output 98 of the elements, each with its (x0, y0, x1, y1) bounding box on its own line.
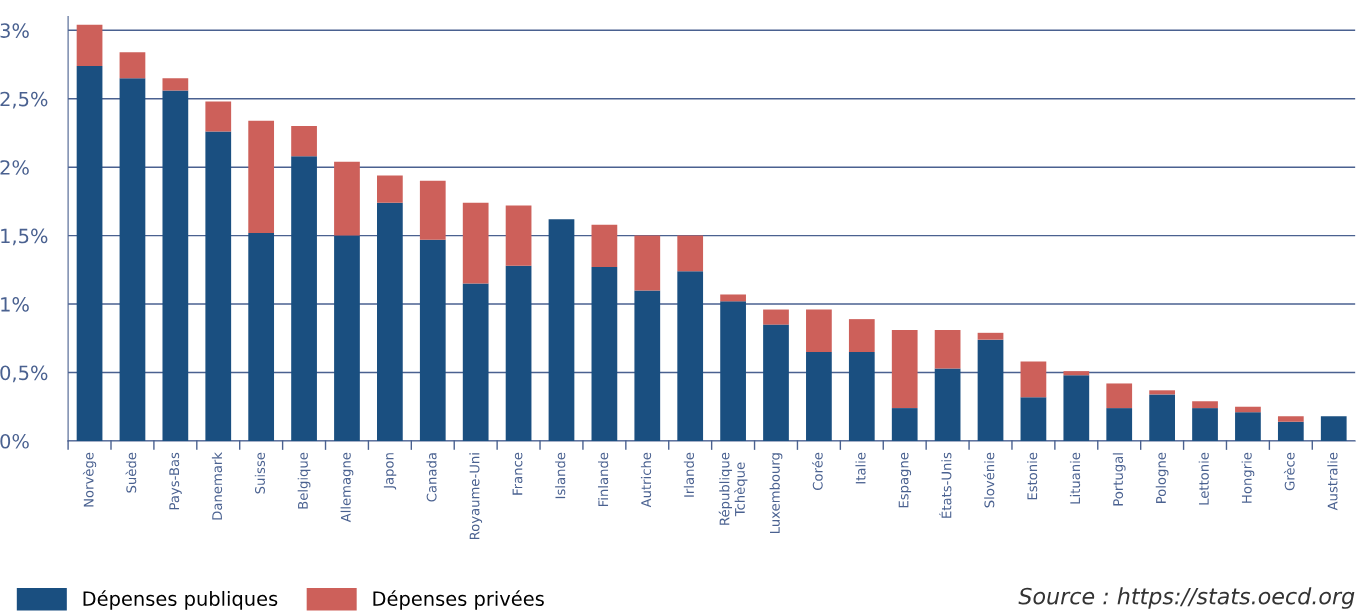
bar (1063, 371, 1090, 376)
bar (205, 101, 232, 132)
y-tick-label: 1% (1, 297, 29, 312)
bar (334, 235, 360, 441)
x-tick-label: Autriche (640, 452, 652, 508)
bar (1149, 390, 1175, 395)
bar (1277, 421, 1304, 441)
bar (1020, 361, 1047, 398)
source-note: Source : https://stats.oecd.org (1018, 587, 1355, 609)
bar (1235, 406, 1261, 413)
bar (891, 408, 918, 441)
y-tick-label: 0% (0, 433, 29, 449)
bar (634, 235, 661, 291)
bar (462, 283, 489, 441)
x-tick-label: Espagne (898, 452, 912, 508)
bar (419, 180, 446, 240)
bar (763, 324, 789, 441)
x-tick-label: Pologne (1155, 452, 1169, 503)
bar (1320, 416, 1347, 441)
bar (806, 309, 832, 352)
bar (1106, 408, 1133, 441)
x-tick-label: Royaume-Uni (469, 453, 483, 540)
bar (419, 239, 446, 441)
bar (377, 202, 403, 441)
bar (677, 271, 704, 441)
bar (119, 52, 146, 79)
bar (248, 120, 275, 233)
bar (119, 78, 146, 441)
x-tick-label: Slovénie (983, 452, 995, 508)
x-tick-label: Luxembourg (769, 453, 783, 533)
x-tick-label: Japon (383, 453, 397, 490)
x-tick-label: Pays-Bas (169, 452, 182, 510)
y-tick-label: 0,5% (0, 365, 48, 383)
bar (720, 294, 746, 302)
bar (377, 175, 403, 203)
x-tick-label: République Tchèque (718, 452, 748, 525)
x-tick-label: Portugal (1112, 453, 1126, 506)
bar (1277, 416, 1304, 422)
x-tick-label: Lettonie (1198, 452, 1209, 505)
bar (248, 232, 275, 441)
legend-label: Dépenses privées (373, 590, 544, 610)
bar (977, 339, 1004, 441)
x-tick-label: États-Unis (939, 452, 952, 518)
bar (848, 319, 875, 352)
bar (1020, 397, 1047, 441)
bar (763, 309, 789, 325)
bar (891, 330, 918, 409)
bar (934, 368, 961, 441)
bar (505, 265, 532, 441)
bar (291, 126, 317, 157)
bar (677, 235, 704, 272)
bar (848, 351, 875, 441)
x-tick-label: Italie (855, 452, 866, 484)
x-tick-label: Corée (811, 452, 823, 490)
bar (934, 330, 961, 369)
bar (462, 202, 489, 284)
x-tick-label: France (512, 452, 523, 495)
x-tick-label: Finlande (598, 452, 609, 507)
y-tick-label: 2% (0, 160, 29, 175)
x-tick-label: Danemark (211, 452, 223, 520)
bar (162, 78, 189, 91)
bar (505, 205, 532, 266)
y-tick-label: 2,5% (0, 91, 48, 109)
legend-label: Dépenses publiques (83, 590, 278, 610)
x-tick-label: Allemagne (340, 452, 354, 523)
x-tick-label: Suède (125, 452, 137, 493)
x-tick-label: Lituanie (1069, 452, 1081, 504)
bar (1063, 375, 1090, 441)
x-tick-label: Belgique (297, 452, 311, 509)
y-tick-label: 1,5% (1, 228, 48, 246)
bar (334, 161, 360, 236)
bar (1106, 383, 1133, 409)
bar (291, 156, 317, 441)
bar (205, 131, 232, 441)
x-tick-label: Norvège (82, 452, 97, 507)
bar (1192, 401, 1218, 409)
bar (977, 332, 1004, 340)
bar (548, 219, 575, 441)
bar (720, 301, 746, 441)
bar (162, 90, 189, 441)
x-tick-label: Hongrie (1241, 452, 1255, 503)
bar (806, 351, 832, 441)
bar (634, 290, 661, 441)
bar (1192, 408, 1218, 441)
bar (1235, 412, 1261, 441)
bar (1149, 394, 1175, 441)
x-tick-label: Islande (555, 452, 566, 499)
bar (76, 24, 103, 66)
y-tick-label: 3% (0, 23, 29, 38)
x-tick-label: Grèce (1283, 452, 1295, 491)
x-tick-label: Australie (1327, 452, 1338, 511)
bar (591, 224, 618, 268)
bar (76, 65, 103, 441)
x-tick-label: Estonie (1027, 452, 1038, 500)
x-tick-label: Suisse (254, 452, 265, 494)
bar (591, 267, 618, 441)
x-tick-label: Irlande (683, 452, 695, 497)
x-tick-label: Canada (426, 453, 437, 502)
